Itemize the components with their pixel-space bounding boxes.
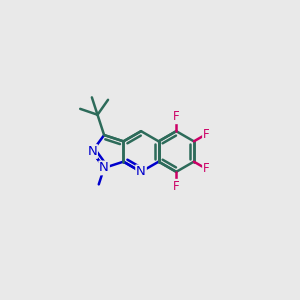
Text: F: F (173, 110, 180, 123)
Text: N: N (136, 165, 146, 178)
Text: N: N (99, 161, 109, 174)
Text: F: F (203, 128, 210, 141)
Text: F: F (203, 162, 210, 175)
Text: F: F (173, 180, 180, 193)
Text: N: N (87, 145, 97, 158)
